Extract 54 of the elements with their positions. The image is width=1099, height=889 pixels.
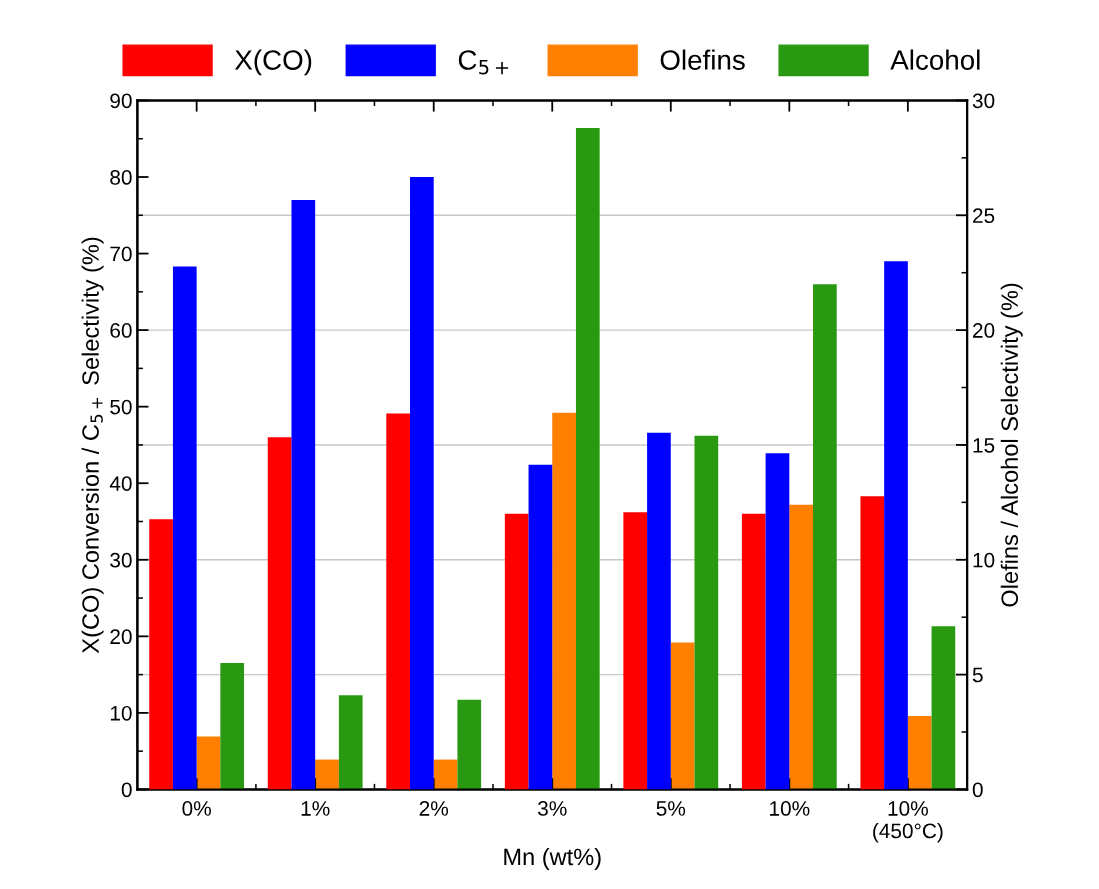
bar bbox=[647, 432, 671, 790]
legend-label: Olefins bbox=[660, 49, 745, 70]
y-tick-label: 30 bbox=[110, 552, 132, 568]
y-axis-title: X(CO) Conversion / C$_{5+}$ Selectivity (%) bbox=[81, 237, 104, 654]
legend-label: Alcohol bbox=[890, 49, 980, 70]
legend-label: X(CO) bbox=[234, 49, 312, 76]
x-axis-title: Mn (wt%) bbox=[504, 847, 601, 870]
y2-tick-label: 0 bbox=[972, 782, 983, 798]
bar bbox=[315, 759, 339, 790]
x-tick-label: 2% bbox=[419, 801, 449, 816]
y2-tick-label: 15 bbox=[973, 438, 995, 453]
bar bbox=[338, 695, 363, 790]
bar bbox=[220, 663, 245, 790]
y2-tick-label: 20 bbox=[973, 323, 995, 338]
bar bbox=[433, 759, 458, 790]
x-tick-label: 10% (450°C) bbox=[873, 801, 943, 843]
bar bbox=[575, 128, 600, 790]
x-tick-label: 3% bbox=[537, 801, 567, 816]
bar bbox=[504, 513, 529, 790]
x-tick-label: 1% bbox=[301, 801, 330, 816]
bar bbox=[623, 512, 648, 790]
y-tick-label: 80 bbox=[110, 170, 132, 185]
x-tick-label: 0% bbox=[182, 801, 211, 816]
y2-tick-label: 25 bbox=[973, 208, 995, 224]
bar bbox=[291, 199, 316, 790]
legend-label: C$_{5+}$ bbox=[458, 50, 509, 75]
bar bbox=[813, 284, 837, 790]
y-tick-label: 20 bbox=[110, 629, 132, 645]
y-tick-label: 0 bbox=[121, 782, 132, 798]
y2-tick-label: 5 bbox=[972, 667, 983, 683]
x-tick-label: 5% bbox=[656, 801, 686, 816]
bar bbox=[931, 626, 956, 790]
bar bbox=[386, 413, 411, 790]
bar bbox=[860, 496, 885, 790]
bar bbox=[884, 261, 908, 790]
bar bbox=[172, 266, 197, 790]
y2-axis-title: Olefins / Alcohol Selectivity (%) bbox=[1000, 283, 1023, 607]
bar bbox=[457, 699, 482, 790]
bar bbox=[149, 519, 173, 790]
bar bbox=[410, 177, 434, 790]
y-tick-label: 90 bbox=[110, 93, 132, 109]
y-tick-label: 40 bbox=[109, 476, 132, 491]
y2-tick-label: 30 bbox=[972, 93, 995, 109]
y-tick-label: 60 bbox=[110, 323, 132, 338]
bar bbox=[196, 736, 221, 790]
y-tick-label: 50 bbox=[110, 399, 132, 415]
bar bbox=[741, 513, 766, 790]
bar bbox=[694, 435, 719, 790]
bar bbox=[267, 437, 292, 790]
y-tick-label: 70 bbox=[110, 246, 132, 262]
x-tick-label: 10% bbox=[770, 801, 810, 816]
bar bbox=[907, 715, 932, 790]
y2-tick-label: 10 bbox=[973, 552, 995, 568]
y-tick-label: 10 bbox=[110, 705, 132, 721]
